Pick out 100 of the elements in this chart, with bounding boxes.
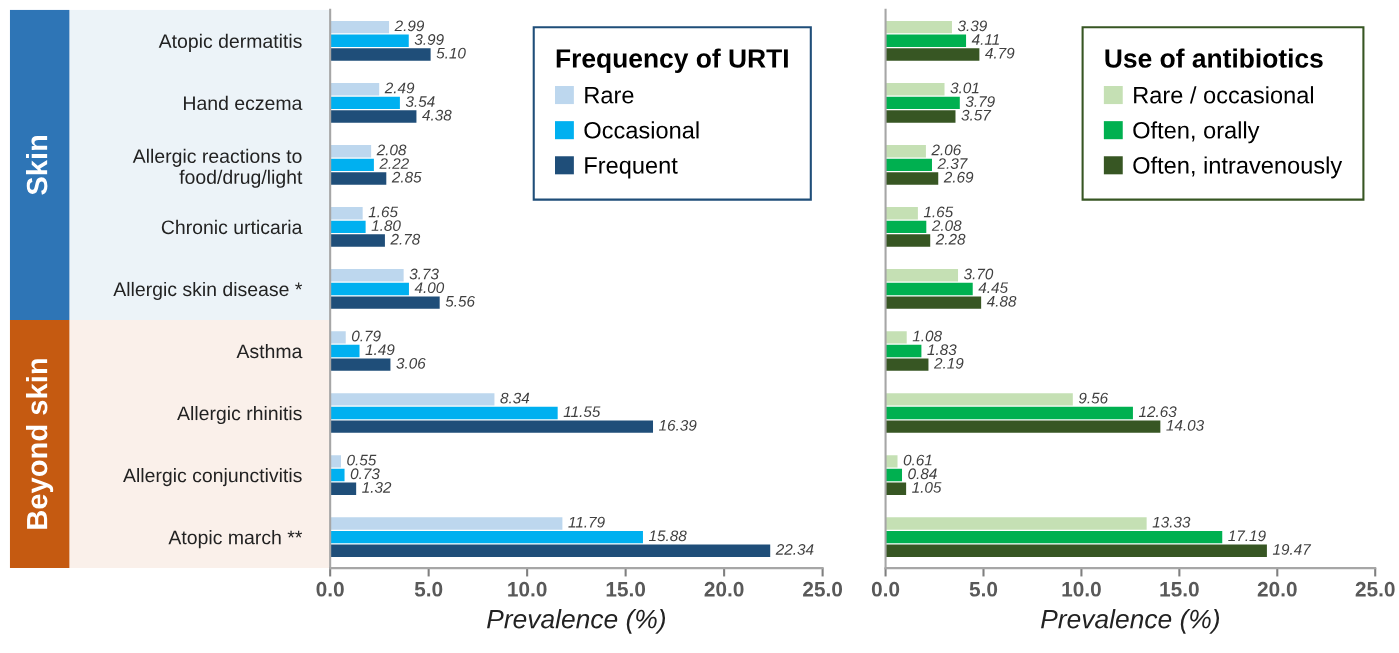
data-label: 0.61 <box>903 454 932 466</box>
x-tick-label: 5.0 <box>414 581 443 597</box>
y-tick-label: Chronic urticaria <box>161 219 303 235</box>
bar <box>330 207 363 220</box>
data-label: 4.00 <box>414 282 445 294</box>
data-label: 1.65 <box>923 206 954 218</box>
bar <box>330 544 771 557</box>
data-label: 15.88 <box>648 530 687 542</box>
bar <box>330 455 341 468</box>
bar <box>885 110 956 123</box>
legend-label: Often, orally <box>1133 121 1260 144</box>
data-label: 2.69 <box>943 171 974 183</box>
x-axis-title: Prevalence (%) <box>487 609 666 634</box>
data-label: 3.99 <box>414 34 444 45</box>
y-tick-label: Asthma <box>236 343 303 359</box>
data-label: 13.33 <box>1152 516 1191 528</box>
data-label: 2.37 <box>937 158 968 169</box>
x-tick-label: 10.0 <box>508 581 547 597</box>
legend-label: Frequent <box>585 157 678 179</box>
bar <box>885 158 932 172</box>
data-label: 2.78 <box>390 233 421 245</box>
x-tick-label: 15.0 <box>606 581 646 597</box>
data-label: 3.73 <box>409 268 439 280</box>
data-label: 1.05 <box>912 481 942 493</box>
bar <box>885 234 931 247</box>
data-label: 3.39 <box>957 20 987 32</box>
data-label: 5.56 <box>445 295 475 307</box>
data-label: 2.99 <box>394 20 425 32</box>
text: Beyond skin <box>25 359 54 529</box>
bar <box>330 234 385 247</box>
bar <box>885 455 898 468</box>
bar <box>885 420 1161 433</box>
data-label: 3.70 <box>963 268 994 280</box>
data-label: 2.49 <box>384 82 415 94</box>
data-label: 3.57 <box>961 109 992 121</box>
bar <box>330 344 360 358</box>
y-tick-label: Atopic march ** <box>168 530 303 549</box>
bar <box>330 468 345 482</box>
data-label: 8.34 <box>500 392 530 404</box>
legend-label: Rare <box>585 87 634 104</box>
y-tick-label: Allergic rhinitis <box>177 405 302 425</box>
bar <box>330 393 495 406</box>
x-tick-label: 5.0 <box>969 581 998 597</box>
bar <box>885 406 1133 420</box>
data-label: 22.34 <box>775 544 814 555</box>
bar <box>330 34 409 48</box>
bar <box>330 20 390 34</box>
data-label: 1.83 <box>927 344 957 356</box>
x-tick-label: 25.0 <box>1355 581 1395 597</box>
text: Skin <box>25 135 48 195</box>
bar <box>885 282 973 296</box>
bar <box>330 282 409 296</box>
bar <box>885 517 1147 530</box>
bar <box>330 48 431 61</box>
data-label: 0.55 <box>347 454 377 466</box>
x-tick-label: 0.0 <box>316 581 344 597</box>
data-label: 0.84 <box>908 468 937 480</box>
bar <box>330 110 417 123</box>
bar <box>885 34 967 48</box>
bar <box>330 406 558 420</box>
data-label: 11.55 <box>563 406 601 418</box>
legend-label: Often, intravenously <box>1133 156 1343 179</box>
bar <box>330 331 346 344</box>
bar <box>330 530 643 544</box>
bar <box>885 544 1267 557</box>
y-tick-label: Atopic dermatitis <box>158 33 302 52</box>
x-axis-title: Prevalence (%) <box>1041 609 1220 634</box>
y-tick-label: Allergic skin disease * <box>113 281 303 301</box>
data-label: 0.79 <box>351 330 381 342</box>
data-label: 2.08 <box>376 144 407 156</box>
bar <box>885 96 960 110</box>
data-label: 3.06 <box>396 357 426 369</box>
data-label: 4.88 <box>986 295 1017 307</box>
data-label: 14.03 <box>1166 419 1205 431</box>
bar <box>885 269 959 282</box>
bar <box>330 482 357 495</box>
x-tick-label: 25.0 <box>803 581 843 597</box>
data-label: 4.45 <box>978 282 1009 294</box>
legend-title: Frequency of URTI <box>556 48 788 74</box>
data-label: 2.85 <box>391 171 422 183</box>
data-label: 9.56 <box>1078 392 1109 404</box>
legend-title: Use of antibiotics <box>1105 48 1323 68</box>
data-label: 12.63 <box>1138 406 1177 418</box>
bar <box>885 83 945 96</box>
x-tick-label: 20.0 <box>704 581 744 597</box>
bar <box>330 420 654 433</box>
bar <box>330 96 400 110</box>
y-tick-label: Hand eczema <box>184 95 303 111</box>
data-label: 2.08 <box>931 220 962 232</box>
data-label: 2.28 <box>935 233 966 245</box>
bar <box>885 393 1073 406</box>
data-label: 1.49 <box>365 344 395 356</box>
bar <box>885 20 952 34</box>
bar <box>330 296 440 309</box>
bar <box>885 344 922 358</box>
data-label: 19.47 <box>1272 544 1312 555</box>
bar <box>885 220 927 234</box>
legend-label: Rare / occasional <box>1134 86 1314 104</box>
x-tick-label: 0.0 <box>871 581 900 597</box>
legend-label: Occasional <box>584 121 699 139</box>
